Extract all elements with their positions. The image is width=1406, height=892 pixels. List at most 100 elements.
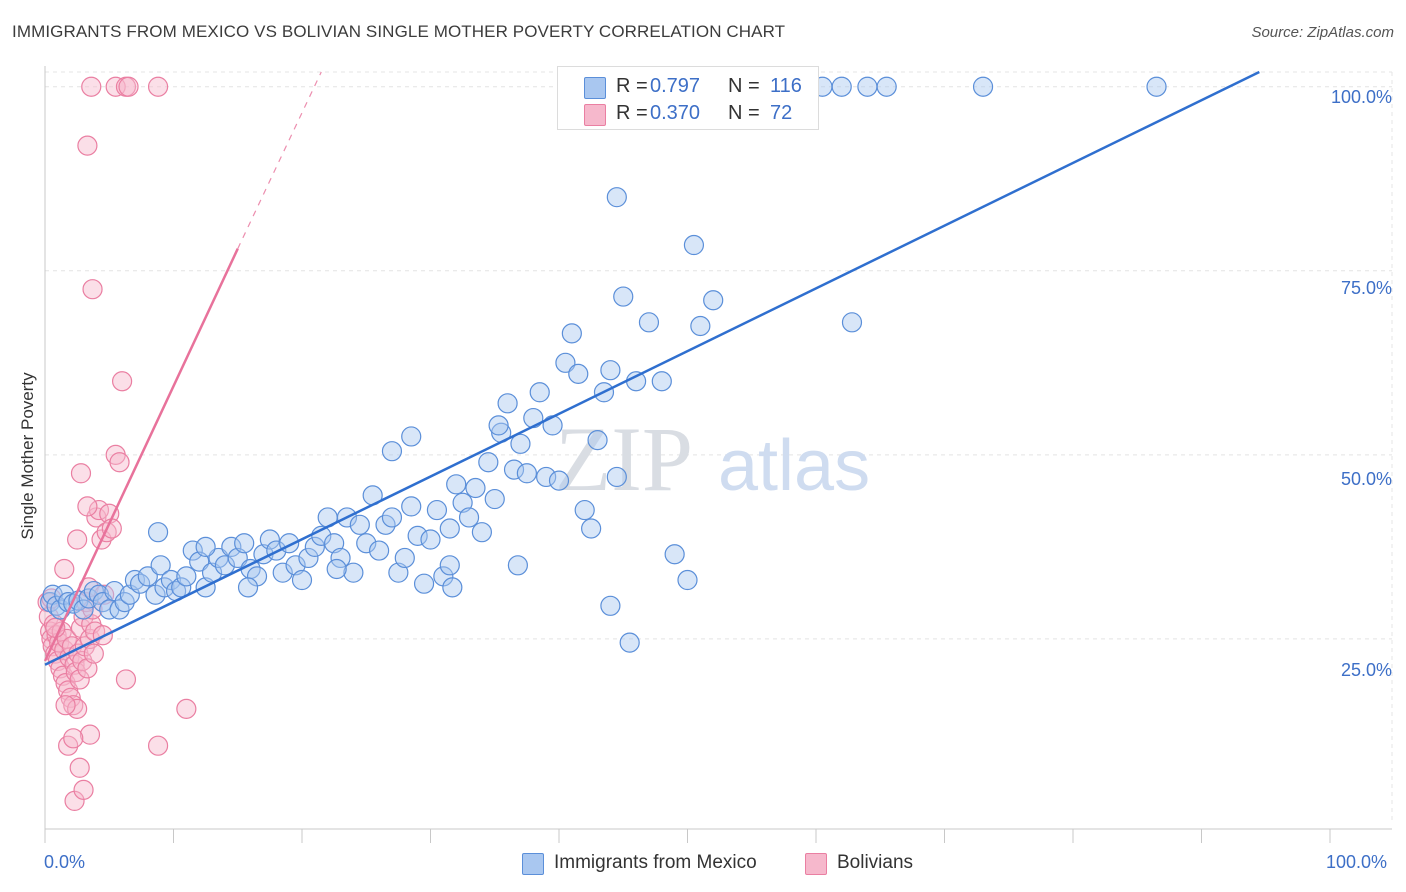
x-tick-label-min: 0.0% (44, 852, 86, 872)
n-value: 116 (770, 75, 802, 97)
mexico-point (272, 562, 293, 583)
bolivians-point (176, 698, 197, 719)
mexico-point (690, 315, 711, 337)
mexico-point (446, 474, 467, 495)
mexico-point (442, 577, 463, 598)
mexico-point (413, 573, 435, 594)
bolivians-point (147, 735, 169, 756)
watermark-zip: ZIP (555, 408, 693, 510)
bolivians-point (70, 463, 92, 484)
mexico-point (298, 547, 319, 569)
mexico-point (73, 599, 94, 620)
mexico-point (600, 595, 621, 616)
mexico-point (606, 187, 627, 208)
y-tick-label-75: 75.0% (1340, 278, 1392, 298)
mexico-point (285, 555, 306, 576)
mexico-point (407, 525, 428, 546)
mexico-swatch-icon (584, 77, 606, 99)
mexico-point (1146, 76, 1167, 97)
watermark: ZIP atlas (555, 408, 870, 510)
mexico-point (330, 547, 351, 569)
mexico-point (465, 477, 486, 499)
mexico-point (388, 562, 409, 583)
bolivians-point (118, 76, 139, 97)
n-value: 72 (770, 102, 793, 124)
bolivians-point (81, 76, 102, 97)
stats-legend-row-mexico: R = 0.797 N = 116 (558, 73, 818, 101)
mexico-point (619, 632, 640, 653)
stats-legend-row-bolivians: R = 0.370 N = 72 (558, 100, 818, 128)
chart-title: IMMIGRANTS FROM MEXICO VS BOLIVIAN SINGL… (12, 22, 786, 41)
mexico-point (349, 514, 370, 535)
stats-legend: R = 0.797 N = 116 R = 0.370 N = 72 (557, 66, 819, 130)
mexico-point (237, 577, 259, 598)
mexico-point (426, 499, 448, 521)
mexico-point (129, 573, 151, 594)
mexico-point (439, 518, 460, 539)
watermark-atlas: atlas (718, 426, 870, 506)
y-tick-label-25: 25.0% (1340, 660, 1392, 680)
bolivians-point (63, 728, 84, 749)
mexico-point (234, 533, 255, 554)
bolivians-point (147, 76, 169, 97)
bolivians-point (77, 658, 98, 679)
bolivians-point (54, 558, 75, 580)
mexico-point (104, 580, 125, 602)
r-value: 0.797 (650, 75, 701, 97)
mexico-point (677, 569, 698, 591)
mexico-point (857, 76, 878, 97)
bolivians-point (111, 371, 133, 392)
mexico-point (638, 312, 660, 333)
mexico-point (401, 496, 422, 517)
mexico-point (401, 426, 422, 447)
mexico-point (369, 540, 390, 561)
bolivians-point (67, 698, 88, 719)
mexico-point (507, 555, 528, 576)
mexico-legend-swatch-icon (522, 853, 544, 875)
bolivians-point (83, 643, 104, 664)
y-axis-label: Single Mother Poverty (18, 372, 37, 540)
bolivians-trend-extension (237, 71, 322, 249)
bolivians-points (37, 76, 197, 812)
mexico-point (394, 547, 415, 569)
mexico-point (510, 433, 531, 454)
mexico-point (160, 569, 182, 591)
mexico-point (548, 470, 570, 491)
y-tick-label-50: 50.0% (1340, 469, 1392, 489)
source-label: Source: ZipAtlas.com (1251, 24, 1394, 41)
mexico-point (150, 555, 171, 576)
mexico-point (478, 452, 499, 473)
mexico-point (703, 290, 724, 311)
mexico-trend-line (44, 70, 1260, 666)
mexico-point (452, 492, 473, 513)
mexico-point (471, 522, 492, 543)
bolivians-swatch-icon (584, 104, 606, 126)
mexico-point (555, 352, 576, 373)
mexico-point (304, 536, 325, 557)
mexico-point (542, 415, 563, 436)
legend-label-mexico: Immigrants from Mexico (554, 852, 757, 873)
mexico-point (221, 536, 242, 557)
mexico-point (841, 312, 863, 333)
mexico-point (831, 76, 852, 97)
bolivians-point (63, 695, 84, 716)
mexico-point (606, 466, 627, 488)
mexico-point (587, 430, 608, 451)
x-tick-label-max: 100.0% (1326, 852, 1388, 872)
trend-lines (43, 70, 1260, 666)
bolivians-trend-line (43, 248, 239, 662)
mexico-point (182, 540, 203, 561)
mexico-point (189, 551, 210, 572)
mexico-point (326, 558, 347, 580)
mexico-point (516, 463, 537, 484)
mexico-point (683, 234, 705, 256)
mexico-point (227, 547, 248, 569)
bolivians-point (73, 779, 94, 800)
bolivians-point (82, 279, 103, 300)
mexico-point (488, 415, 509, 436)
mexico-point (651, 371, 672, 392)
grid-lines (45, 71, 1393, 823)
mexico-points (40, 76, 1167, 653)
bolivians-point (67, 529, 88, 550)
